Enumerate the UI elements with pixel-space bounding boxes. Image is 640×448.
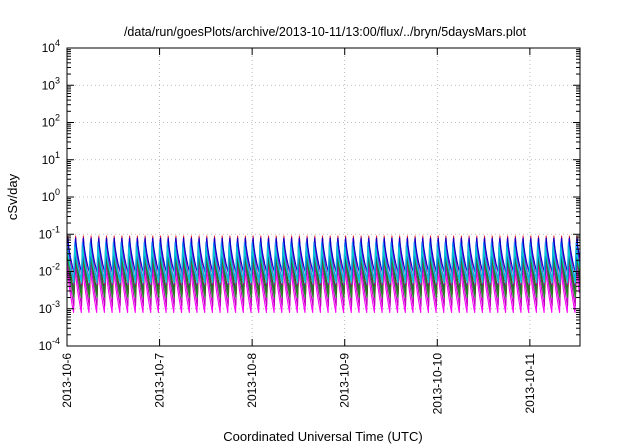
y-tick-base: 10 [42,116,56,130]
y-tick-label: 10-1 [39,224,60,241]
series-group [66,235,581,313]
y-axis-label: cSv/day [5,173,20,220]
y-tick-base: 10 [39,339,53,353]
x-tick-label: 2013-10-6 [60,353,74,408]
y-tick-base: 10 [39,265,53,279]
y-tick-exponent: -3 [52,299,60,309]
tick-marks [66,47,580,347]
y-tick-base: 10 [42,190,56,204]
y-tick-base: 10 [39,227,53,241]
y-tick-exponent: 2 [55,113,60,123]
y-tick-base: 10 [42,78,56,92]
y-tick-label: 100 [42,187,60,204]
y-tick-exponent: 1 [55,150,60,160]
y-tick-exponent: 4 [55,38,60,48]
x-tick-label: 2013-10-8 [245,353,259,408]
chart-title: /data/run/goesPlots/archive/2013-10-11/1… [124,25,527,39]
x-tick-label: 2013-10-7 [153,353,167,408]
series-line [66,246,581,284]
y-tick-label: 10-2 [39,262,60,279]
y-tick-exponent: -1 [52,224,60,234]
series-line [67,237,581,276]
y-tick-exponent: -4 [52,336,60,346]
y-tick-label: 10-4 [39,336,60,353]
y-tick-label: 10-3 [39,299,60,316]
y-tick-base: 10 [42,41,56,55]
y-tick-label: 103 [42,75,60,92]
y-tick-exponent: 0 [55,187,60,197]
x-tick-label: 2013-10-10 [430,353,444,415]
x-axis-label: Coordinated Universal Time (UTC) [223,429,422,444]
y-tick-base: 10 [39,302,53,316]
x-tick-label: 2013-10-11 [523,353,537,414]
y-tick-label: 104 [42,38,60,55]
y-tick-base: 10 [42,153,56,167]
y-tick-label: 102 [42,113,60,130]
y-tick-exponent: 3 [55,75,60,85]
y-tick-exponent: -2 [52,262,60,272]
x-tick-label: 2013-10-9 [338,353,352,408]
x-tick-labels: 2013-10-6 2013-10-7 2013-10-8 2013-10-9 2013… [60,353,537,415]
y-tick-label: 101 [42,150,60,167]
